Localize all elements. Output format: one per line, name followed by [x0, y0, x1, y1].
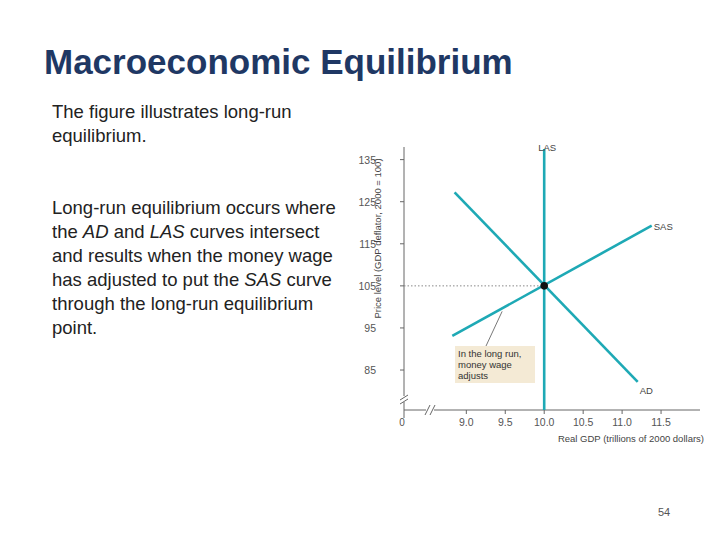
y-tick: [400, 201, 404, 202]
paragraph-text: AD: [83, 221, 109, 242]
x-tick-label: 10.0: [534, 416, 555, 428]
paragraph-text: The figure illustrates long-run equilibr…: [52, 101, 292, 146]
x-tick: [583, 410, 584, 414]
x-tick: [466, 410, 467, 414]
paragraph-text: LAS: [150, 221, 185, 242]
annotation-arrow: [486, 311, 502, 346]
x-axis: [434, 410, 700, 411]
series-line: [543, 149, 546, 410]
page-number: 54: [658, 506, 670, 518]
plot-area: [404, 149, 652, 410]
y-tick: [400, 370, 404, 371]
equilibrium-guide: [404, 285, 544, 286]
x-axis: [404, 410, 426, 411]
y-tick-label: 95: [364, 322, 376, 334]
axis-break: [400, 399, 408, 404]
y-axis: [404, 147, 405, 396]
x-axis-title: Real GDP (trillions of 2000 dollars): [558, 433, 704, 444]
series-label: LAS: [538, 142, 556, 153]
y-tick: [400, 159, 404, 160]
x-tick-label: 9.5: [498, 416, 513, 428]
body-paragraph: The figure illustrates long-run equilibr…: [52, 100, 352, 148]
equilibrium-point: [540, 282, 548, 290]
body-paragraph: Long-run equilibrium occurs where the AD…: [52, 196, 352, 340]
annotation: In the long run, money wage adjusts: [455, 346, 535, 383]
slide-title: Macroeconomic Equilibrium: [44, 42, 513, 82]
x-tick: [622, 410, 623, 414]
y-tick: [400, 243, 404, 244]
x-tick-label: 11.0: [612, 416, 632, 428]
x-tick: [544, 410, 545, 414]
x-tick: [661, 410, 662, 414]
paragraph-text: SAS: [244, 269, 281, 290]
y-tick: [400, 285, 404, 286]
series-label: AD: [640, 385, 653, 396]
chart: 085951051151251359.09.510.010.511.011.5P…: [0, 0, 720, 540]
paragraph-text: and: [109, 221, 150, 242]
axis-break: [425, 405, 430, 415]
y-tick-label: 85: [364, 364, 376, 376]
origin-label: 0: [399, 417, 405, 428]
x-tick-label: 11.5: [651, 416, 671, 428]
y-axis-title: Price level (GDP deflator, 2000 = 100): [372, 158, 383, 318]
axis-break: [430, 405, 435, 415]
x-tick: [505, 410, 506, 414]
y-tick: [400, 327, 404, 328]
series-line: [452, 226, 651, 336]
x-tick-label: 10.5: [573, 416, 594, 428]
x-tick-label: 9.0: [459, 416, 474, 428]
series-label: SAS: [654, 221, 673, 232]
